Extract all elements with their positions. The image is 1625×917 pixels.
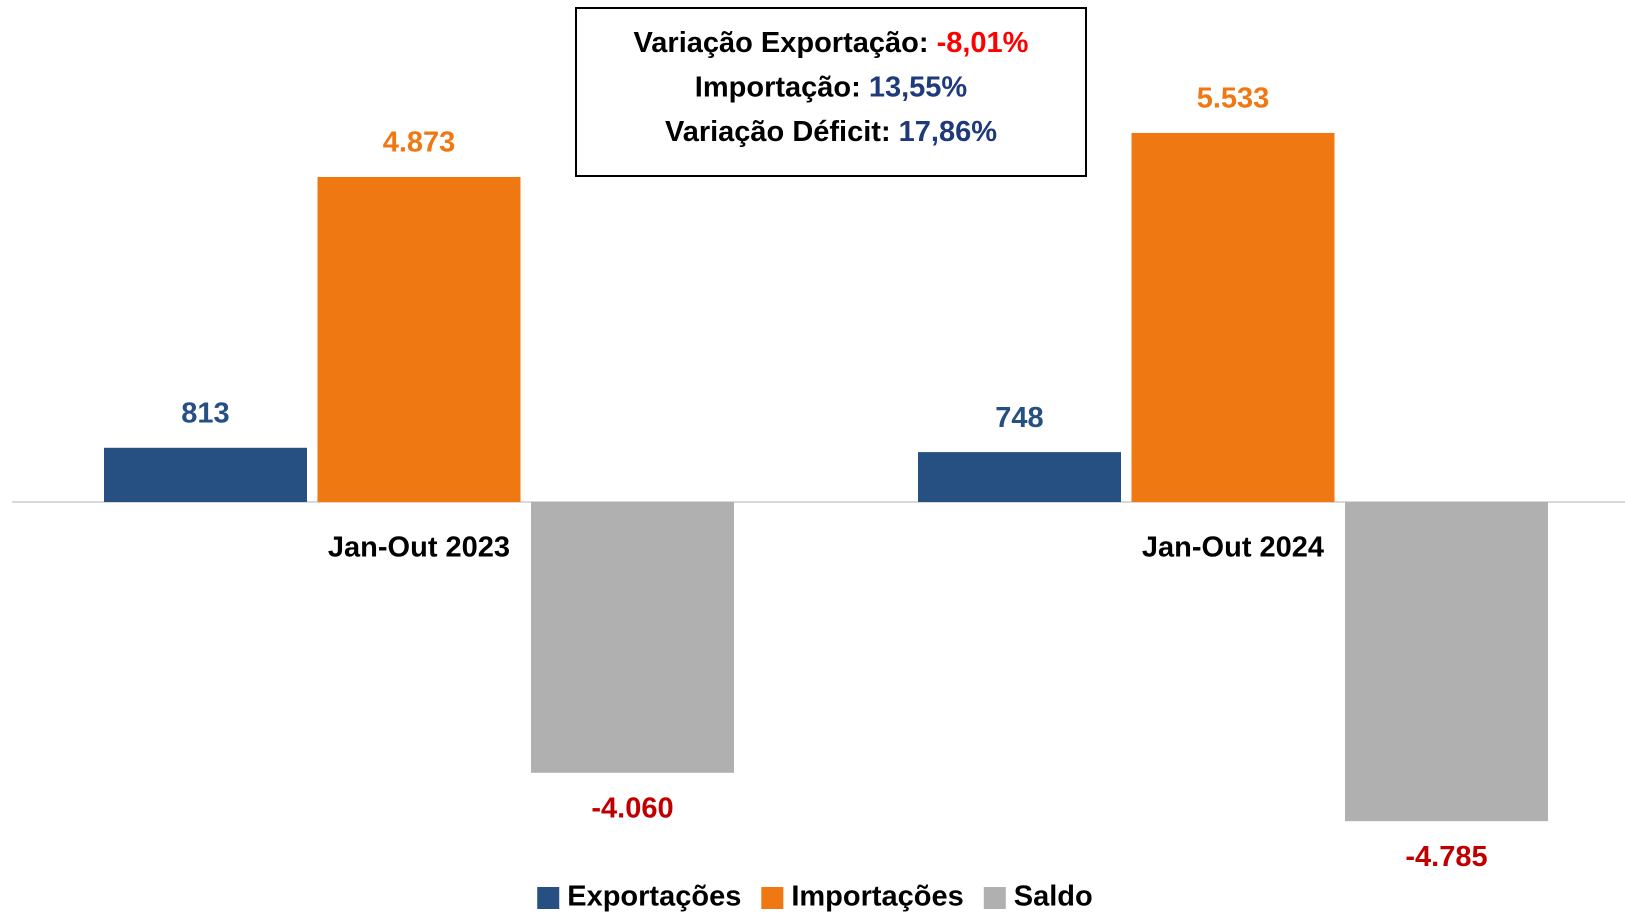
annotation: Variação Déficit: 17,86% [665,116,997,148]
legend-label: Importações [791,881,963,913]
annotation-value: 17,86% [899,116,998,148]
bar [1131,132,1335,502]
annotation-label: Variação Exportação: [634,27,929,59]
data-label: 813 [181,397,229,429]
data-label: -4.785 [1405,841,1487,873]
data-label: -4.060 [591,792,673,824]
annotation: Variação Exportação: -8,01% [634,27,1029,59]
legend-label: Saldo [1014,881,1093,913]
annotation-label: Importação: [695,71,861,103]
bar [918,452,1121,502]
bar [104,447,307,502]
annotation-value: 13,55% [869,71,968,103]
x-tick-label: Jan-Out 2024 [1142,532,1324,564]
data-label: 4.873 [383,127,456,159]
data-label: 748 [995,402,1043,434]
bar [531,502,734,773]
legend-swatch [761,887,784,909]
legend-swatch [983,887,1006,909]
x-tick-label: Jan-Out 2023 [328,532,510,564]
annotation-label: Variação Déficit: [665,116,891,148]
bar [317,176,521,503]
bar [1345,502,1548,822]
annotation-box [575,7,1087,177]
annotation: Importação: 13,55% [695,71,968,103]
annotation-value: -8,01% [937,27,1029,59]
data-label: 5.533 [1197,83,1270,115]
legend-swatch [537,887,560,909]
legend-label: Exportações [567,881,741,913]
